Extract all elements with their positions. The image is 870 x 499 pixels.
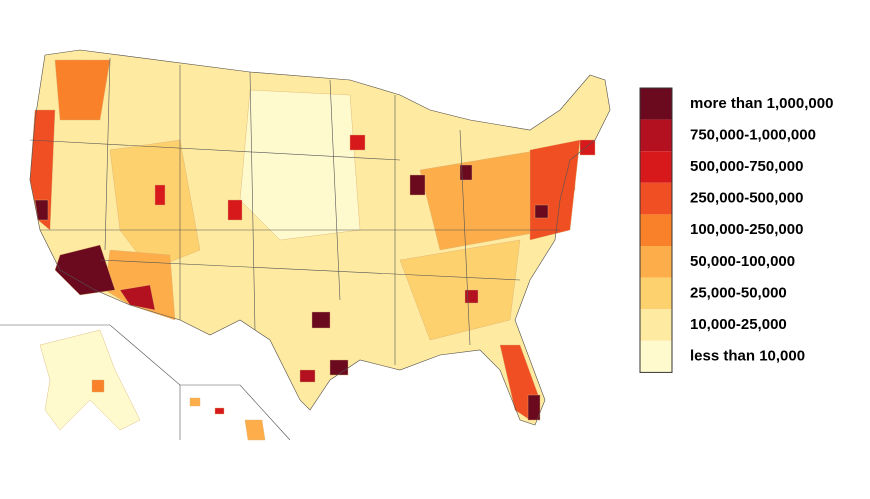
boston [579, 139, 596, 156]
legend-swatch [640, 246, 672, 278]
legend-swatch [640, 340, 672, 373]
legend-frame [639, 87, 673, 373]
minneapolis [349, 134, 366, 151]
chicago [409, 174, 426, 196]
detroit [459, 164, 473, 181]
legend-label: more than 1,000,000 [690, 95, 833, 112]
san-antonio [299, 369, 316, 383]
bay-area [34, 199, 49, 221]
inset-border [0, 324, 181, 440]
southeast-region [399, 239, 521, 341]
hawaii-2 [214, 407, 225, 415]
anchorage [91, 379, 105, 393]
houston [329, 359, 349, 376]
legend: more than 1,000,000 750,000-1,000,000 500,… [639, 87, 833, 373]
alaska [39, 329, 141, 431]
legend-label: 500,000-750,000 [690, 158, 803, 175]
legend-label: 25,000-50,000 [690, 284, 787, 301]
denver [227, 199, 243, 221]
legend-label: 50,000-100,000 [690, 253, 795, 270]
legend-label: 750,000-1,000,000 [690, 126, 816, 143]
phoenix [119, 284, 156, 311]
hawaii-3 [244, 419, 266, 441]
legend-swatch [640, 88, 672, 120]
legend-label: 10,000-25,000 [690, 316, 787, 333]
dallas [311, 311, 331, 329]
legend-swatch [640, 309, 672, 341]
hawaii-1 [189, 397, 201, 407]
legend-swatch [640, 119, 672, 152]
salt-lake [154, 184, 166, 206]
legend-swatch [640, 151, 672, 183]
state-borders [29, 49, 611, 426]
legend-swatch [640, 277, 672, 310]
map [0, 49, 611, 441]
miami [527, 394, 541, 421]
socal [54, 244, 116, 296]
plains-region [239, 89, 361, 241]
northeast-corridor [529, 139, 581, 241]
dc [534, 204, 549, 219]
legend-swatch [640, 182, 672, 215]
northwest [54, 59, 111, 121]
legend-swatch [640, 214, 672, 246]
legend-label: less than 10,000 [690, 348, 805, 365]
legend-label: 250,000-500,000 [690, 190, 803, 207]
atlanta [464, 289, 479, 304]
inset-border [180, 384, 291, 441]
legend-label: 100,000-250,000 [690, 221, 803, 238]
